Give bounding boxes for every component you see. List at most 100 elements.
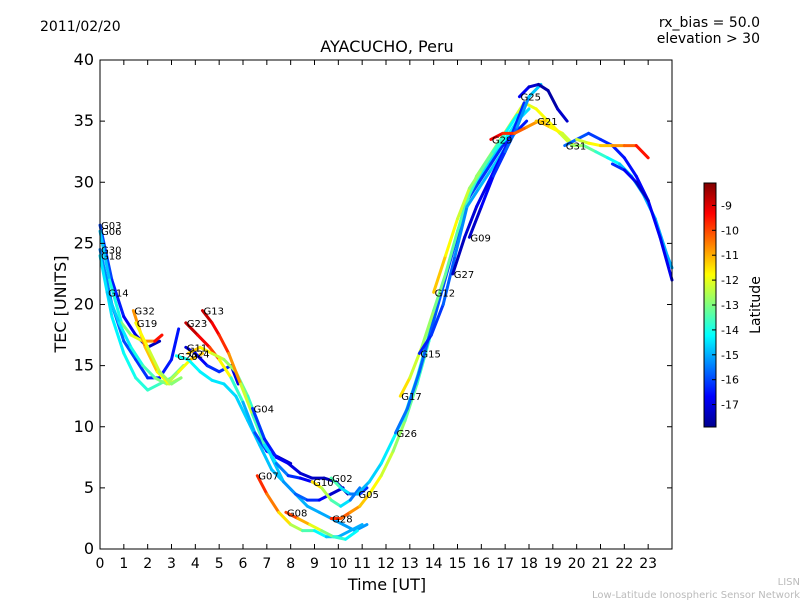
series-segment (255, 474, 269, 496)
series-segment (308, 523, 324, 533)
series-label-g02: G02 (332, 474, 352, 485)
series-label-g31: G31 (566, 142, 586, 153)
series-segment (305, 504, 321, 514)
series-label-g19: G19 (137, 319, 157, 330)
series-segment (293, 492, 309, 502)
y-tick-label: 40 (74, 50, 94, 69)
series-segment (537, 82, 550, 93)
series-segment (563, 137, 579, 148)
series-segment (296, 516, 312, 527)
series-g12 (432, 113, 519, 294)
series-segment (429, 303, 445, 337)
footer-network: Low-Latitude Ionospheric Sensor Network (592, 590, 800, 600)
series-segment (170, 376, 183, 386)
x-tick-label: 0 (96, 556, 105, 572)
series-segment (513, 125, 529, 135)
series-segment (155, 370, 171, 386)
series-segment (146, 382, 162, 392)
series-segment (158, 370, 173, 386)
series-segment (467, 205, 483, 239)
series-segment (117, 321, 133, 349)
x-tick-label: 4 (191, 556, 200, 572)
series-segment (98, 229, 112, 282)
series-label-g06: G06 (101, 227, 121, 238)
series-segment (343, 529, 359, 541)
series-segment (122, 315, 138, 337)
series-segment (379, 437, 395, 465)
series-segment (119, 321, 133, 337)
series-segment (348, 504, 362, 514)
series-segment (348, 523, 364, 533)
series-segment (210, 321, 221, 337)
series-segment (503, 113, 519, 135)
x-tick-label: 15 (449, 556, 467, 572)
series-segment (491, 131, 507, 154)
chart-title: AYACUCHO, Peru (320, 37, 453, 56)
series-g09 (467, 82, 543, 239)
series-segment (241, 400, 257, 435)
series-label-g04: G04 (254, 404, 274, 415)
series-segment (622, 156, 638, 178)
series-label-g15: G15 (420, 349, 440, 360)
series-segment (320, 529, 336, 539)
series-segment (313, 529, 328, 539)
series-segment (227, 351, 243, 386)
series-segment (489, 144, 505, 166)
y-tick-label: 5 (84, 478, 94, 497)
y-tick-label: 15 (74, 356, 94, 375)
series-segment (358, 492, 371, 508)
series-segment (129, 333, 145, 343)
x-tick-label: 12 (377, 556, 395, 572)
series-label-g07: G07 (258, 472, 278, 483)
series-segment (284, 510, 300, 520)
series-label-g17: G17 (401, 392, 421, 403)
series-segment (489, 131, 505, 141)
series-segment (286, 474, 302, 480)
series-segment (403, 382, 419, 423)
series-segment (262, 443, 278, 465)
series-label-g09: G09 (470, 233, 490, 244)
series-segment (274, 455, 290, 465)
x-axis-ticks: 0 1 2 3 4 5 6 7 8 9 10 11 12 13 14 15 16 17 18 19 20 21 22 23 (96, 60, 657, 572)
series-segment (379, 449, 395, 478)
series-segment (286, 461, 302, 475)
colorbar-ticks: -9 -10 -11 -12 -13 -14 -15 -16 -17 (712, 199, 739, 412)
series-segment (339, 486, 352, 496)
series-segment (332, 535, 347, 541)
x-tick-label: 2 (143, 556, 152, 572)
series-segment (129, 345, 145, 368)
x-tick-label: 17 (496, 556, 514, 572)
y-tick-label: 0 (84, 539, 94, 558)
series-segment (143, 345, 159, 374)
x-tick-label: 10 (329, 556, 347, 572)
y-axis-label: TEC [UNITS] (51, 256, 70, 354)
x-tick-label: 5 (215, 556, 224, 572)
series-segment (320, 486, 333, 502)
series-segment (491, 150, 507, 178)
series-segment (367, 474, 383, 496)
series-segment (317, 492, 333, 502)
series-unlabeled-30 (610, 162, 650, 203)
series-segment (515, 95, 531, 129)
series-segment (606, 156, 622, 166)
series-label-g24: G24 (189, 349, 209, 360)
series-segment (317, 510, 333, 520)
series-label-g21: G21 (537, 117, 557, 128)
colorbar-tick-label: -15 (721, 349, 739, 362)
series-segment (503, 125, 519, 154)
series-segment (475, 180, 490, 209)
x-tick-label: 3 (167, 556, 176, 572)
series-segment (174, 354, 190, 362)
series-segment (329, 476, 343, 490)
series-segment (594, 150, 610, 160)
series-segment (463, 205, 479, 239)
series-segment (429, 284, 445, 331)
y-tick-label: 30 (74, 172, 94, 191)
series-segment (134, 358, 150, 380)
y-tick-label: 20 (74, 295, 94, 314)
series-segment (477, 168, 493, 190)
series-segment (110, 278, 126, 319)
series-g06 (98, 229, 164, 343)
